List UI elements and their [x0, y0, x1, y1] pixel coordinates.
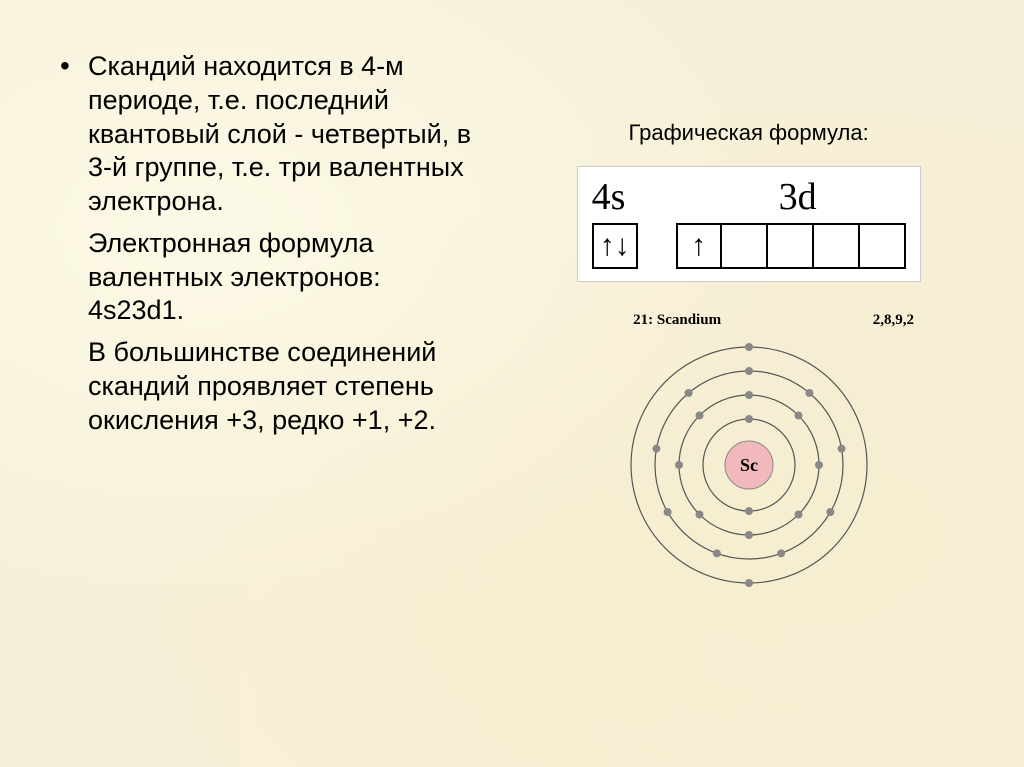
right-column: Графическая формула: 4s 3d ↑↓ ↑ 21: Scand…: [503, 50, 994, 737]
orbital-box: ↑: [676, 223, 722, 269]
electron: [675, 461, 683, 469]
para-electron-formula: Электронная формула валентных электронов…: [30, 227, 483, 328]
electron: [745, 415, 753, 423]
electron: [652, 445, 660, 453]
orbital-box: [814, 223, 860, 269]
atom-diagram: Sc: [619, 335, 879, 595]
electron: [815, 461, 823, 469]
electron: [794, 412, 802, 420]
orbital-box: [768, 223, 814, 269]
electron: [837, 445, 845, 453]
electron: [712, 549, 720, 557]
atom-caption-right: 2,8,9,2: [873, 312, 914, 329]
label-3d: 3d: [690, 175, 906, 219]
electron: [805, 389, 813, 397]
nucleus-symbol: Sc: [740, 455, 758, 475]
slide: Скандий находится в 4-м периоде, т.е. по…: [0, 0, 1024, 767]
orbital-labels-row: 4s 3d: [592, 175, 906, 219]
atom-caption-left: 21: Scandium: [633, 312, 721, 329]
electron: [745, 343, 753, 351]
electron: [745, 367, 753, 375]
orbital-box: ↑↓: [592, 223, 638, 269]
electron: [684, 389, 692, 397]
atom-caption: 21: Scandium 2,8,9,2: [503, 312, 994, 329]
electron: [777, 549, 785, 557]
electron: [745, 391, 753, 399]
electron: [826, 508, 834, 516]
orbital-boxes-row: ↑↓ ↑: [592, 223, 906, 269]
para-oxidation: В большинстве соединений скандий проявля…: [30, 336, 483, 437]
orbital-group-3d: ↑: [676, 223, 906, 269]
orbital-box: [860, 223, 906, 269]
electron: [745, 531, 753, 539]
electron: [695, 412, 703, 420]
orbital-box: [722, 223, 768, 269]
orbital-diagram: 4s 3d ↑↓ ↑: [577, 166, 921, 282]
electron: [695, 511, 703, 519]
left-column: Скандий находится в 4-м периоде, т.е. по…: [30, 50, 503, 737]
label-4s: 4s: [592, 175, 652, 219]
atom-area: 21: Scandium 2,8,9,2 Sc: [503, 312, 994, 595]
orbital-group-4s: ↑↓: [592, 223, 638, 269]
electron: [745, 507, 753, 515]
graphical-formula-label: Графическая формула:: [628, 120, 868, 146]
electron: [794, 511, 802, 519]
electron: [745, 579, 753, 587]
electron: [663, 508, 671, 516]
bullet-text-1: Скандий находится в 4-м периоде, т.е. по…: [88, 50, 483, 219]
